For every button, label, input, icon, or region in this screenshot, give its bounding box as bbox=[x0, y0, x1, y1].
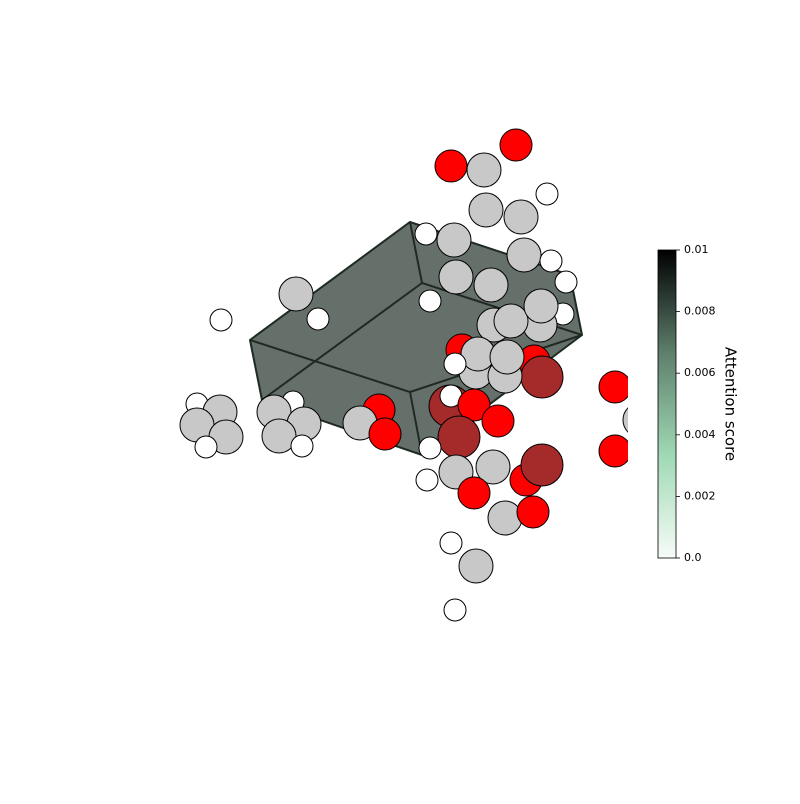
colorbar-tick-label: 0.01 bbox=[684, 243, 709, 256]
molecule-view bbox=[179, 128, 628, 622]
colorbar-tick-label: 0.0 bbox=[684, 551, 702, 564]
colorbar-tick-label: 0.002 bbox=[684, 489, 716, 502]
colorbar-tick-label: 0.008 bbox=[684, 305, 716, 318]
colorbar-ticks: 0.0 0.002 0.004 0.006 0.008 0.01 bbox=[676, 243, 716, 564]
colorbar-tick-label: 0.006 bbox=[684, 366, 716, 379]
colorbar bbox=[657, 249, 677, 559]
atoms bbox=[179, 128, 628, 622]
colorbar-tick-label: 0.004 bbox=[684, 428, 716, 441]
colorbar-label: Attention score bbox=[722, 347, 740, 461]
